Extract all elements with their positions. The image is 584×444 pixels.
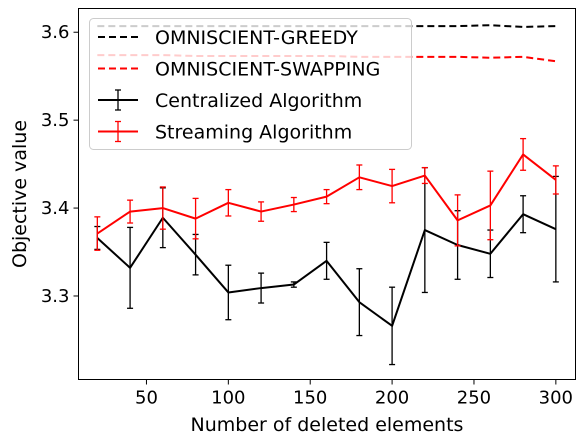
y-tick-label: 3.6 bbox=[41, 22, 70, 43]
y-tick-label: 3.4 bbox=[41, 198, 70, 219]
legend-label: OMNISCIENT-GREEDY bbox=[155, 27, 358, 49]
series-line bbox=[96, 213, 557, 327]
x-tick-label: 200 bbox=[375, 388, 409, 409]
series-centralized-algorithm bbox=[94, 166, 559, 366]
y-axis-ticks: 3.3 3.4 3.5 3.6 bbox=[41, 22, 79, 307]
x-tick-label: 50 bbox=[135, 388, 158, 409]
series-streaming-algorithm bbox=[94, 137, 559, 251]
y-tick-label: 3.3 bbox=[41, 286, 70, 307]
legend-item-omniscient-greedy: OMNISCIENT-GREEDY bbox=[98, 27, 358, 49]
series-line bbox=[96, 153, 557, 235]
series-layer bbox=[94, 24, 559, 366]
legend-item-omniscient-swapping: OMNISCIENT-SWAPPING bbox=[98, 59, 380, 81]
legend-label: Streaming Algorithm bbox=[155, 122, 352, 144]
legend: OMNISCIENT-GREEDY OMNISCIENT-SWAPPING Cent… bbox=[89, 18, 412, 150]
x-axis-label: Number of deleted elements bbox=[191, 414, 464, 436]
x-tick-label: 300 bbox=[539, 388, 573, 409]
x-tick-label: 150 bbox=[293, 388, 327, 409]
legend-item-centralized-algorithm: Centralized Algorithm bbox=[98, 89, 362, 112]
legend-box bbox=[89, 18, 412, 150]
legend-item-streaming-algorithm: Streaming Algorithm bbox=[98, 120, 352, 144]
x-axis-ticks: 50 100 150 200 250 300 bbox=[135, 379, 573, 409]
legend-label: Centralized Algorithm bbox=[155, 90, 362, 112]
x-tick-label: 250 bbox=[457, 388, 491, 409]
y-tick-label: 3.5 bbox=[41, 110, 70, 131]
legend-label: OMNISCIENT-SWAPPING bbox=[155, 59, 380, 81]
plot-frame bbox=[78, 8, 576, 380]
y-axis-label: Objective value bbox=[9, 120, 31, 268]
x-tick-label: 100 bbox=[211, 388, 245, 409]
